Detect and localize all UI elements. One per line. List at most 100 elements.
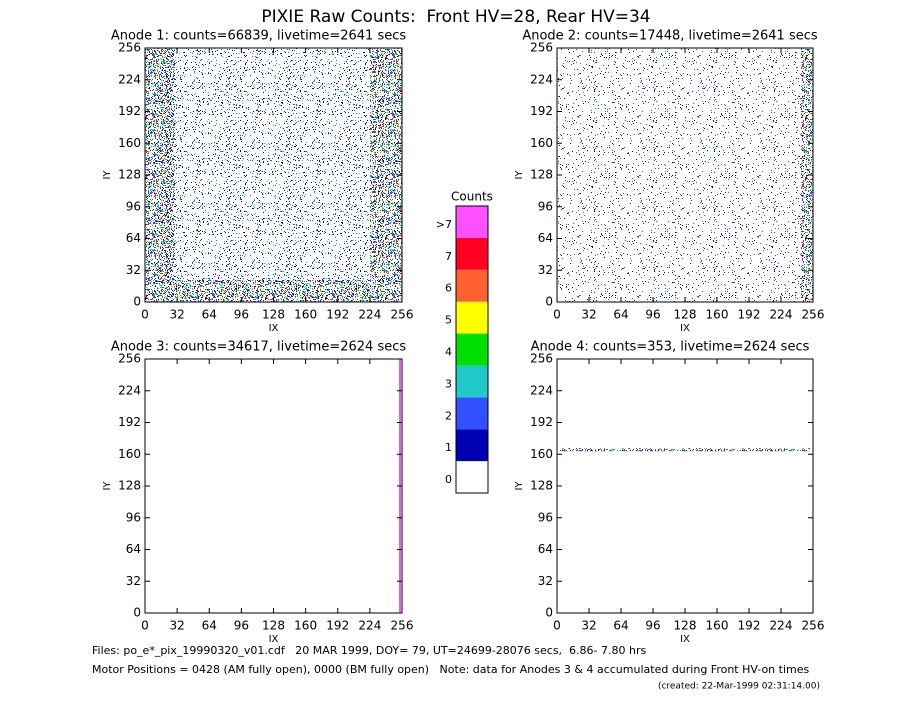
x-tick-label: 96	[645, 619, 660, 633]
x-axis-label: IX	[680, 634, 690, 645]
colorbar-label: 2	[445, 409, 452, 422]
panel-title: Anode 2: counts=17448, livetime=2641 sec…	[522, 29, 818, 44]
count-texture	[145, 48, 402, 302]
colorbar-swatch	[456, 269, 488, 302]
y-tick-label: 0	[133, 295, 141, 309]
y-tick-label: 128	[530, 168, 553, 182]
y-tick-label: 96	[538, 510, 553, 524]
colorbar-title: Counts	[451, 190, 493, 204]
colorbar-swatch	[456, 461, 488, 493]
x-tick-label: 64	[613, 308, 628, 322]
footer-created: (created: 22-Mar-1999 02:31:14.00)	[658, 682, 820, 692]
x-tick-label: 224	[358, 308, 381, 322]
y-tick-label: 160	[530, 447, 553, 461]
x-tick-label: 224	[770, 308, 793, 322]
y-tick-label: 192	[118, 415, 141, 429]
y-tick-label: 224	[530, 383, 553, 397]
y-axis-label: IY	[102, 481, 113, 491]
colorbar-frame	[455, 205, 489, 494]
y-tick-label: 32	[126, 574, 141, 588]
x-tick-label: 96	[645, 308, 660, 322]
colorbar-label: 5	[445, 314, 452, 327]
y-tick-label: 224	[118, 383, 141, 397]
y-axis-label: IY	[102, 170, 113, 180]
colorbar-swatch	[456, 237, 488, 270]
y-tick-label: 256	[530, 352, 553, 366]
footer-files: Files: po_e*_pix_19990320_v01.cdf 20 MAR…	[92, 644, 646, 657]
y-tick-label: 96	[538, 199, 553, 213]
plot-frame	[144, 358, 403, 614]
colorbar-swatch	[456, 333, 488, 366]
y-tick-label: 0	[545, 606, 553, 620]
y-tick-label: 160	[118, 447, 141, 461]
y-tick-label: 64	[126, 231, 141, 245]
x-tick-label: 0	[553, 619, 561, 633]
y-tick-label: 256	[118, 41, 141, 55]
colorbar-label: >7	[436, 218, 452, 231]
x-axis-label: IX	[269, 634, 279, 645]
x-tick-label: 192	[738, 619, 761, 633]
y-tick-label: 192	[118, 104, 141, 118]
footer-motor: Motor Positions = 0428 (AM fully open), …	[92, 663, 809, 676]
colorbar-swatch	[456, 365, 488, 398]
colorbar-label: 4	[445, 346, 452, 359]
x-tick-label: 256	[802, 308, 825, 322]
colorbar-swatch	[456, 397, 488, 430]
colorbar-swatch	[456, 429, 488, 462]
x-tick-label: 32	[581, 308, 596, 322]
y-tick-label: 224	[530, 72, 553, 86]
y-tick-label: 128	[530, 479, 553, 493]
x-tick-label: 128	[262, 308, 285, 322]
count-texture-line	[560, 448, 810, 452]
y-axis-label: IY	[514, 481, 525, 491]
y-tick-label: 0	[545, 295, 553, 309]
panel-title: Anode 3: counts=34617, livetime=2624 sec…	[111, 340, 407, 355]
x-tick-label: 0	[141, 619, 149, 633]
y-tick-label: 224	[118, 72, 141, 86]
colorbar-label: 0	[445, 473, 452, 486]
y-tick-label: 32	[126, 263, 141, 277]
x-tick-label: 64	[613, 619, 628, 633]
x-tick-label: 128	[674, 308, 697, 322]
x-tick-label: 192	[326, 308, 349, 322]
x-tick-label: 256	[802, 619, 825, 633]
y-tick-label: 256	[118, 352, 141, 366]
x-tick-label: 128	[262, 619, 285, 633]
x-axis-label: IX	[680, 323, 690, 334]
y-tick-label: 32	[538, 263, 553, 277]
x-tick-label: 160	[294, 308, 317, 322]
y-tick-label: 128	[118, 479, 141, 493]
x-tick-label: 96	[234, 619, 249, 633]
y-tick-label: 96	[126, 510, 141, 524]
x-tick-label: 160	[706, 308, 729, 322]
colorbar-swatch	[456, 301, 488, 334]
x-tick-label: 192	[326, 619, 349, 633]
colorbar-label: 1	[445, 441, 452, 454]
y-tick-label: 64	[538, 542, 553, 556]
x-tick-label: 224	[770, 619, 793, 633]
x-tick-label: 64	[202, 308, 217, 322]
plot-frame	[556, 358, 814, 614]
x-tick-label: 192	[738, 308, 761, 322]
x-tick-label: 256	[391, 619, 414, 633]
colorbar-swatch	[456, 206, 488, 238]
y-tick-label: 96	[126, 199, 141, 213]
y-axis-label: IY	[514, 170, 525, 180]
x-tick-label: 224	[358, 619, 381, 633]
count-texture-edge	[145, 280, 402, 302]
x-tick-label: 160	[706, 619, 729, 633]
x-tick-label: 96	[234, 308, 249, 322]
y-tick-label: 192	[530, 104, 553, 118]
y-tick-label: 64	[538, 231, 553, 245]
x-tick-label: 32	[169, 308, 184, 322]
y-tick-label: 32	[538, 574, 553, 588]
x-tick-label: 128	[674, 619, 697, 633]
y-tick-label: 64	[126, 542, 141, 556]
y-tick-label: 256	[530, 41, 553, 55]
panel-title: Anode 4: counts=353, livetime=2624 secs	[531, 340, 810, 355]
x-axis-label: IX	[269, 323, 279, 334]
colorbar-label: 3	[445, 377, 452, 390]
y-tick-label: 192	[530, 415, 553, 429]
y-tick-label: 128	[118, 168, 141, 182]
